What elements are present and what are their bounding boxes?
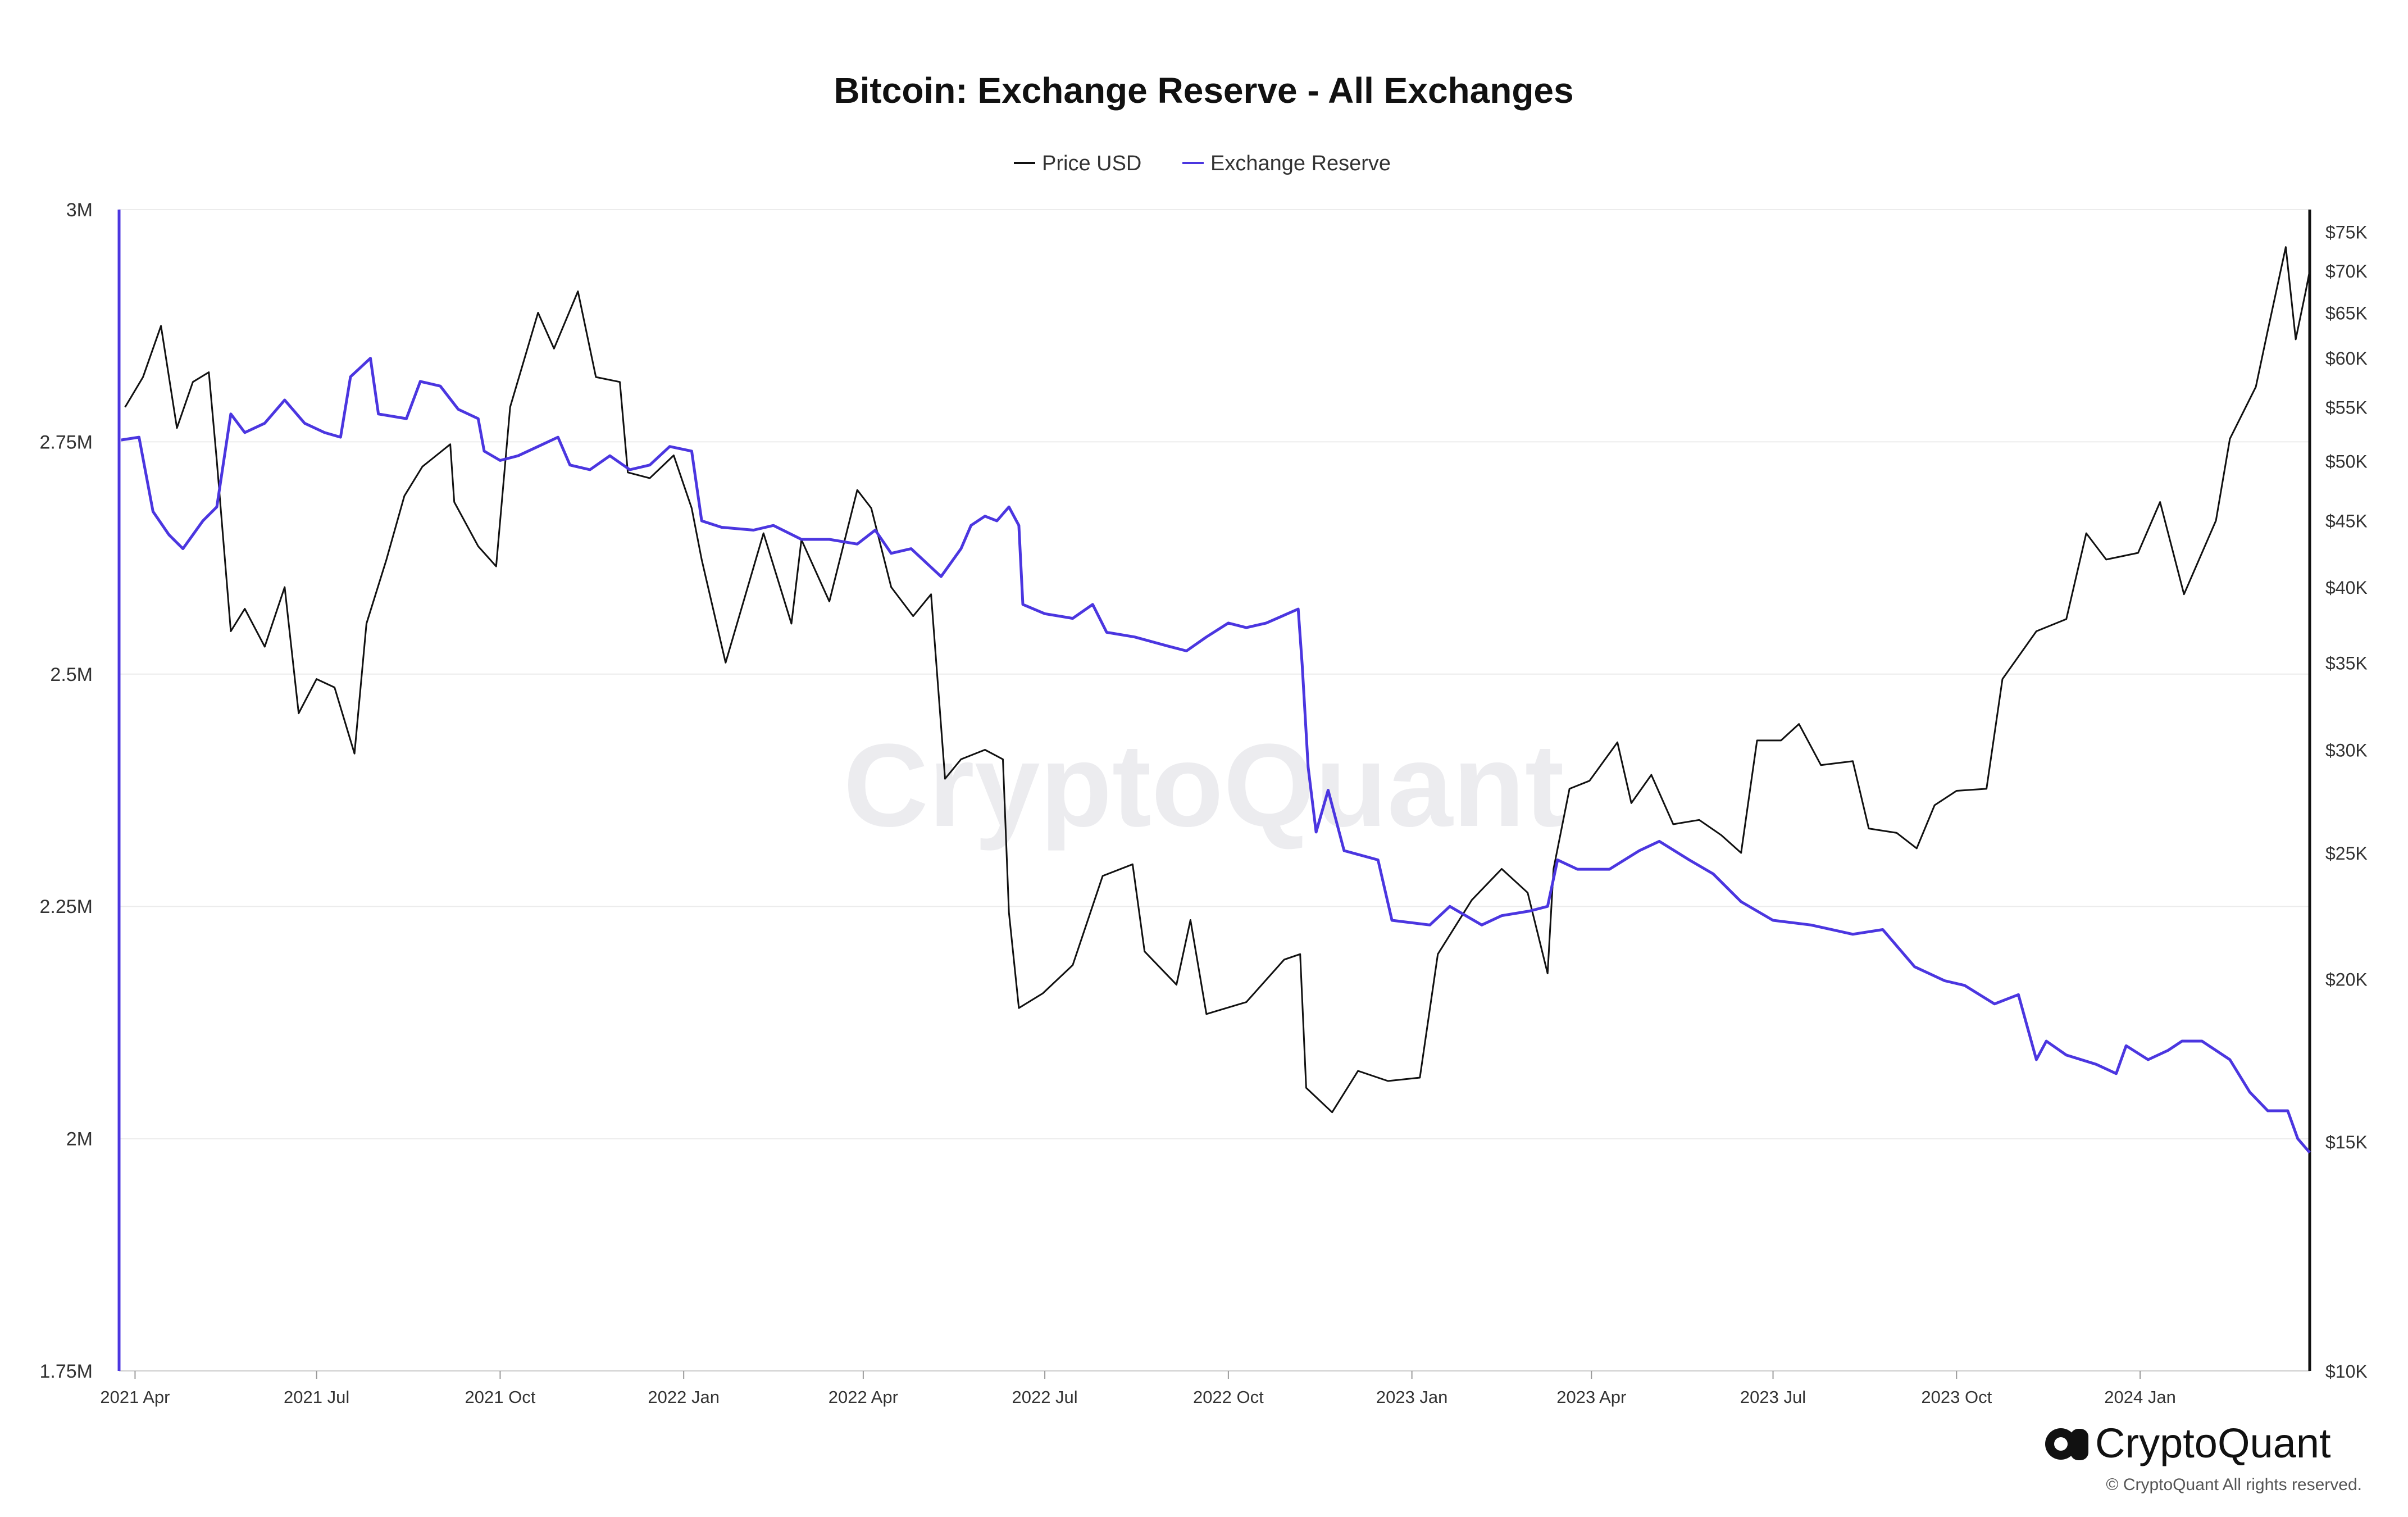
- x-tick-label: 2022 Apr: [829, 1387, 898, 1407]
- x-tick-label: 2024 Jan: [2104, 1387, 2176, 1407]
- y-right-tick-label: $65K: [2325, 303, 2368, 323]
- y-left-tick-label: 2.25M: [40, 896, 93, 918]
- y-right-tick-label: $15K: [2325, 1132, 2368, 1152]
- x-tick-label: 2021 Oct: [465, 1387, 536, 1407]
- y-right-tick-label: $25K: [2325, 843, 2368, 864]
- y-right-tick-label: $75K: [2325, 222, 2368, 242]
- x-tick-label: 2023 Apr: [1556, 1387, 1626, 1407]
- x-tick-label: 2021 Jul: [284, 1387, 349, 1407]
- legend-item-reserve[interactable]: Exchange Reserve: [1182, 152, 1391, 175]
- y-right-tick-label: $10K: [2325, 1361, 2368, 1382]
- y-right-tick-label: $35K: [2325, 653, 2368, 673]
- legend-label-price: Price USD: [1042, 152, 1141, 175]
- watermark-text: CryptoQuant: [843, 719, 1564, 851]
- y-right-tick-label: $70K: [2325, 261, 2368, 281]
- y-right-tick-label: $50K: [2325, 451, 2368, 471]
- chart-title: Bitcoin: Exchange Reserve - All Exchange…: [834, 70, 1573, 111]
- y-right-tick-label: $45K: [2325, 511, 2368, 531]
- legend-label-reserve: Exchange Reserve: [1210, 152, 1391, 175]
- x-tick-label: 2021 Apr: [100, 1387, 170, 1407]
- cryptoquant-logo-icon: [2045, 1428, 2088, 1460]
- x-tick-label: 2022 Jan: [648, 1387, 720, 1407]
- x-tick-label: 2023 Jul: [1740, 1387, 1806, 1407]
- y-right-tick-label: $40K: [2325, 578, 2368, 598]
- y-left-tick-label: 2.5M: [50, 664, 93, 685]
- series-line-exchange-reserve: [121, 357, 2311, 1154]
- x-tick-label: 2022 Jul: [1012, 1387, 1077, 1407]
- y-left-tick-label: 3M: [66, 199, 93, 221]
- legend: Price USD Exchange Reserve: [1014, 152, 1391, 175]
- y-right-tick-label: $30K: [2325, 741, 2368, 761]
- copyright: © CryptoQuant All rights reserved.: [2106, 1475, 2362, 1494]
- y-right-tick-label: $20K: [2325, 970, 2368, 990]
- x-tick-label: 2022 Oct: [1193, 1387, 1264, 1407]
- axes: 1.75M 2M 2.25M 2.5M 2.75M 3M $10K $15K $20K $25K $…: [40, 199, 2368, 1407]
- brand-name: CryptoQuant: [2095, 1420, 2331, 1466]
- series-layer: [121, 246, 2311, 1154]
- y-right-tick-label: $55K: [2325, 398, 2368, 418]
- x-tick-label: 2023 Oct: [1921, 1387, 1992, 1407]
- y-left-tick-label: 2.75M: [40, 432, 93, 453]
- series-line-price-usd: [124, 246, 2311, 1114]
- y-left-tick-label: 1.75M: [40, 1361, 93, 1382]
- y-right-tick-label: $60K: [2325, 348, 2368, 369]
- legend-item-price[interactable]: Price USD: [1014, 152, 1141, 175]
- y-left-tick-label: 2M: [66, 1129, 93, 1150]
- brand: CryptoQuant © CryptoQuant All rights res…: [2045, 1420, 2362, 1494]
- x-tick-label: 2023 Jan: [1376, 1387, 1448, 1407]
